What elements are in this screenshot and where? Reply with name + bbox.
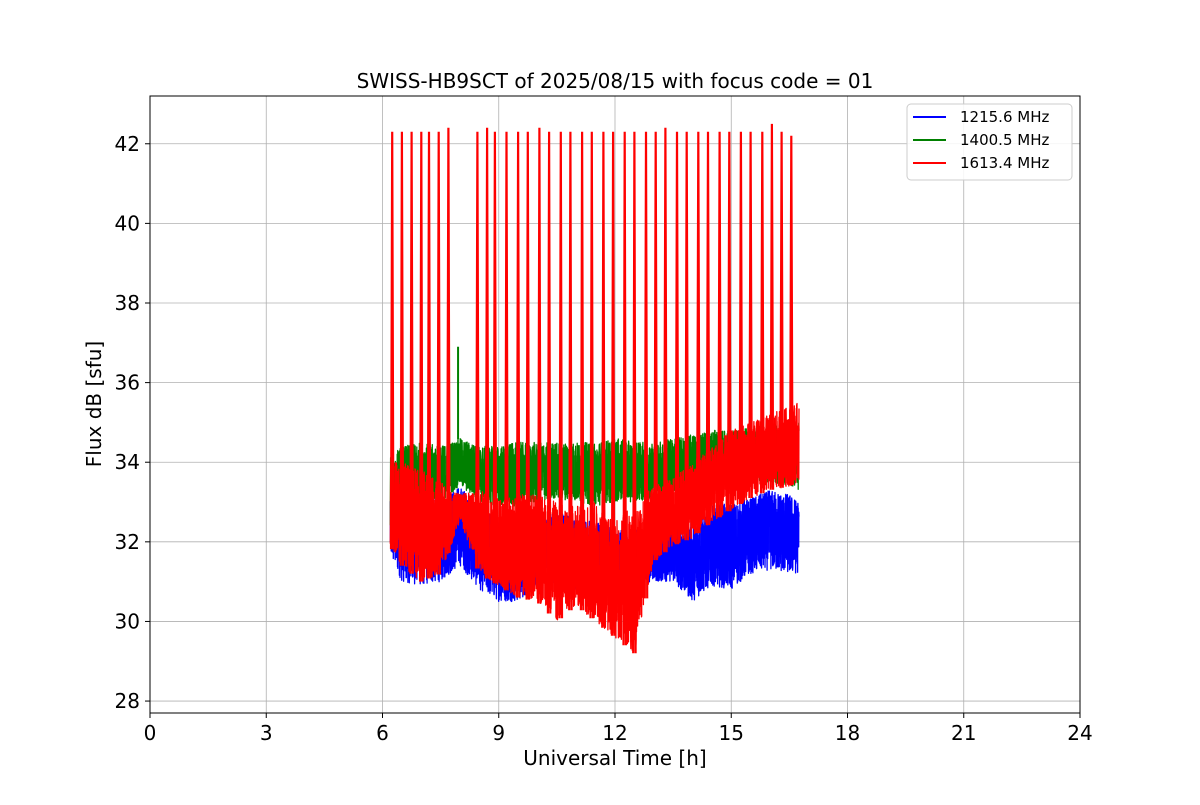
x-tick-label: 21 [951, 721, 976, 745]
legend: 1215.6 MHz 1400.5 MHz 1613.4 MHz [906, 103, 1073, 181]
y-tick-label: 40 [115, 211, 140, 235]
spike [696, 131, 701, 534]
x-tick-label: 9 [492, 721, 505, 745]
spike [759, 131, 765, 494]
spike [558, 131, 564, 619]
spike [684, 131, 689, 541]
spike [568, 131, 573, 611]
spike [484, 127, 490, 579]
spike [525, 131, 531, 600]
x-tick-label: 15 [719, 721, 744, 745]
spike [436, 131, 441, 575]
spike [610, 131, 616, 636]
x-tick-label: 6 [376, 721, 389, 745]
x-axis-label: Universal Time [h] [523, 746, 706, 770]
spike [537, 127, 542, 604]
spike [717, 131, 722, 518]
spike [515, 131, 521, 598]
legend-label-series-3: 1613.4 MHz [960, 154, 1049, 172]
spike [601, 131, 606, 628]
spike [653, 131, 658, 561]
series-3 [389, 123, 800, 654]
legend-label-series-1: 1215.6 MHz [960, 108, 1049, 126]
spike [546, 131, 552, 614]
spike [643, 131, 649, 599]
spike [389, 131, 395, 550]
y-tick-label: 36 [115, 371, 140, 395]
x-tick-label: 12 [602, 721, 627, 745]
spike [409, 131, 414, 574]
spike [769, 123, 775, 490]
spike [492, 131, 498, 584]
spike [674, 131, 680, 545]
x-tick-label: 24 [1067, 721, 1092, 745]
spike [446, 127, 451, 554]
legend-label-series-2: 1400.5 MHz [960, 131, 1049, 149]
spike [475, 131, 480, 569]
y-tick-label: 28 [115, 689, 140, 713]
spike [399, 131, 405, 566]
plot-data [389, 123, 800, 654]
chart-title: SWISS-HB9SCT of 2025/08/15 with focus co… [357, 69, 874, 93]
spike [622, 131, 627, 646]
y-tick-label: 30 [115, 609, 140, 633]
y-tick-label: 32 [115, 530, 140, 554]
y-tick-label: 38 [115, 291, 140, 315]
legend-box [906, 103, 1073, 181]
spike [705, 131, 711, 526]
spike [504, 131, 509, 591]
spike [419, 131, 424, 582]
spike [579, 131, 585, 611]
spike [738, 131, 744, 505]
spike [426, 131, 432, 579]
x-tick-label: 3 [260, 721, 273, 745]
spike [632, 131, 637, 654]
spike [779, 131, 784, 488]
spike [663, 127, 668, 553]
spike [589, 131, 595, 619]
spike [748, 131, 753, 499]
spike [789, 135, 794, 486]
spike [727, 131, 732, 512]
x-tick-label: 0 [144, 721, 157, 745]
y-tick-label: 42 [115, 132, 140, 156]
x-tick-label: 18 [835, 721, 860, 745]
y-tick-label: 34 [115, 450, 140, 474]
y-axis-label: Flux dB [sfu] [82, 341, 106, 467]
